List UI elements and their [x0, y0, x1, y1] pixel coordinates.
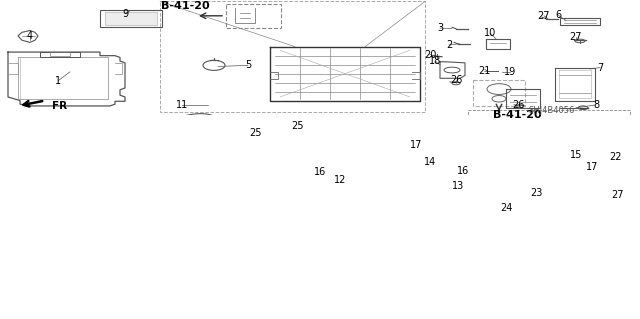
Text: 27: 27	[538, 11, 550, 21]
Bar	[160, 2, 425, 112]
Text: FR: FR	[52, 101, 67, 111]
Text: 15: 15	[570, 150, 582, 160]
Text: 18: 18	[429, 56, 441, 66]
Text: 14: 14	[424, 157, 436, 167]
Text: B-41-20: B-41-20	[493, 110, 541, 120]
Bar	[105, 12, 157, 26]
Text: 22: 22	[610, 152, 622, 162]
Text: 8: 8	[593, 100, 599, 110]
Text: 12: 12	[334, 174, 346, 185]
Text: 26: 26	[512, 100, 524, 110]
Text: 1: 1	[55, 76, 61, 86]
Text: 16: 16	[457, 166, 469, 176]
Text: SHJ4B4056: SHJ4B4056	[529, 106, 575, 115]
Text: 23: 23	[530, 188, 542, 198]
Text: 27: 27	[570, 32, 582, 42]
Text: 3: 3	[437, 23, 443, 33]
Text: 20: 20	[424, 49, 436, 60]
Text: 26: 26	[450, 76, 462, 85]
Text: 10: 10	[484, 28, 496, 38]
Text: 21: 21	[478, 66, 490, 76]
Text: 4: 4	[27, 31, 33, 41]
Text: 19: 19	[504, 67, 516, 77]
Text: 17: 17	[410, 140, 422, 150]
Bar	[226, 4, 281, 28]
Text: B-41-20: B-41-20	[161, 1, 209, 11]
Text: 27: 27	[612, 190, 624, 200]
Text: 11: 11	[176, 100, 188, 110]
Text: 25: 25	[250, 128, 262, 138]
Text: 5: 5	[245, 60, 251, 70]
Text: 25: 25	[292, 122, 304, 131]
Text: 17: 17	[586, 162, 598, 172]
Text: 13: 13	[452, 181, 464, 191]
Text: 6: 6	[555, 10, 561, 20]
Text: 7: 7	[597, 63, 603, 72]
Text: 16: 16	[314, 167, 326, 177]
Bar	[100, 10, 162, 27]
Text: 24: 24	[500, 203, 512, 212]
Text: 2: 2	[446, 40, 452, 50]
Bar	[473, 80, 525, 106]
Text: 9: 9	[122, 9, 128, 19]
